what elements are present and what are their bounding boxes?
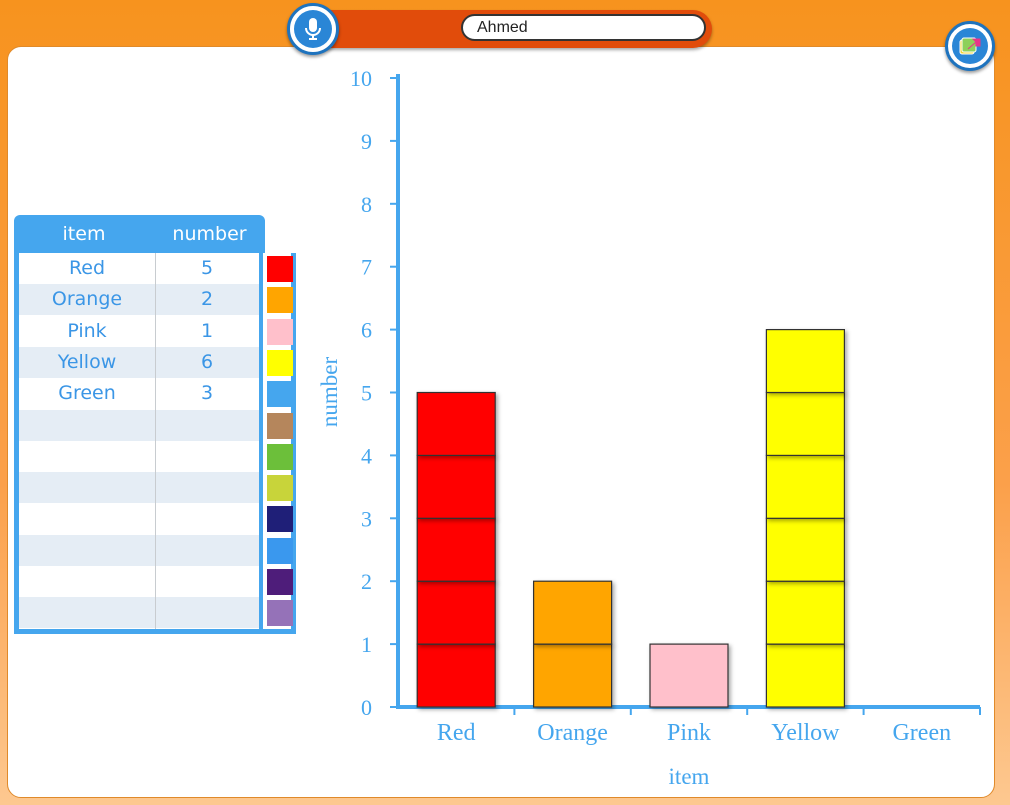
share-button[interactable] — [945, 21, 995, 71]
column-divider — [155, 253, 156, 629]
bar-unit-pink — [649, 643, 729, 708]
bar-unit-yellow — [765, 517, 846, 582]
y-tick-label: 9 — [361, 129, 372, 154]
color-swatch[interactable] — [267, 381, 293, 408]
cell-item[interactable]: Pink — [67, 319, 107, 342]
color-swatch[interactable] — [267, 318, 293, 345]
bar-unit-yellow — [765, 329, 846, 394]
share-icon — [952, 28, 988, 64]
bar-unit-red — [416, 580, 496, 645]
bar-unit-yellow — [765, 643, 846, 708]
cell-item[interactable]: Red — [68, 257, 106, 279]
table-body: Green 3 Yellow 6 Pink 1 Orange 2 Red 5 — [14, 253, 296, 634]
bar-unit-orange — [532, 643, 613, 708]
color-swatch[interactable] — [267, 443, 293, 470]
color-swatch[interactable] — [267, 537, 293, 564]
cell-item[interactable]: Green — [58, 382, 116, 405]
y-tick-label: 5 — [361, 381, 372, 406]
y-tick-label: 2 — [361, 569, 372, 594]
y-tick-label: 3 — [361, 506, 372, 531]
color-swatch[interactable] — [267, 506, 293, 533]
name-field[interactable]: Ahmed — [461, 14, 706, 41]
color-swatch-column — [259, 253, 296, 629]
bar-unit-yellow — [765, 454, 846, 519]
column-header-number: number — [172, 223, 247, 245]
color-swatch[interactable] — [267, 569, 293, 595]
y-tick-label: 6 — [361, 318, 372, 343]
column-header-item: item — [62, 223, 106, 245]
x-tick-label: Yellow — [771, 720, 840, 746]
x-tick-label: Pink — [667, 720, 711, 746]
color-swatch[interactable] — [267, 287, 293, 314]
microphone-button[interactable] — [287, 3, 339, 55]
cell-number[interactable]: 6 — [200, 350, 214, 373]
x-tick-label: Red — [437, 720, 476, 746]
x-axis-label: item — [669, 764, 710, 789]
table-row[interactable] — [19, 472, 259, 504]
bar-unit-yellow — [765, 391, 846, 457]
data-table: item number Green 3 Yellow 6 Pink 1 Orange 2 Red… — [14, 215, 296, 634]
table-row[interactable] — [19, 409, 259, 441]
table-row[interactable]: Green 3 — [19, 378, 259, 409]
cell-number[interactable]: 3 — [200, 382, 214, 405]
cell-number[interactable]: 1 — [200, 319, 214, 342]
color-swatch[interactable] — [267, 412, 293, 439]
table-row[interactable]: Red 5 — [19, 253, 259, 284]
y-tick-label: 8 — [361, 192, 372, 217]
y-tick-label: 7 — [361, 255, 372, 280]
table-row[interactable] — [19, 597, 259, 629]
bar-unit-red — [416, 643, 496, 708]
table-row[interactable]: Orange 2 — [19, 284, 259, 316]
y-tick-label: 10 — [350, 66, 372, 91]
color-swatch[interactable] — [267, 475, 293, 502]
cell-item[interactable]: Orange — [51, 288, 123, 311]
y-tick-label: 4 — [361, 443, 372, 468]
cell-item[interactable]: Yellow — [57, 350, 117, 373]
table-header: item number — [14, 215, 265, 253]
bar-unit-red — [416, 454, 496, 519]
table-row[interactable] — [19, 534, 259, 566]
color-swatch[interactable] — [267, 349, 293, 376]
bar-unit-yellow — [765, 580, 846, 645]
bar-unit-red — [416, 517, 496, 582]
cell-number[interactable]: 5 — [200, 257, 214, 279]
microphone-icon — [294, 10, 332, 48]
table-row[interactable]: Pink 1 — [19, 316, 259, 347]
bar-unit-orange — [532, 580, 613, 645]
y-axis-label: number — [317, 357, 342, 428]
table-row[interactable]: Yellow 6 — [19, 346, 259, 378]
color-swatch[interactable] — [267, 256, 293, 282]
x-tick-label: Green — [892, 720, 951, 746]
y-tick-label: 0 — [361, 695, 372, 720]
color-swatch[interactable] — [267, 600, 293, 627]
bar-unit-red — [416, 391, 496, 457]
x-tick-label: Orange — [537, 720, 608, 746]
y-tick-label: 1 — [361, 632, 372, 657]
cell-number[interactable]: 2 — [200, 288, 214, 311]
